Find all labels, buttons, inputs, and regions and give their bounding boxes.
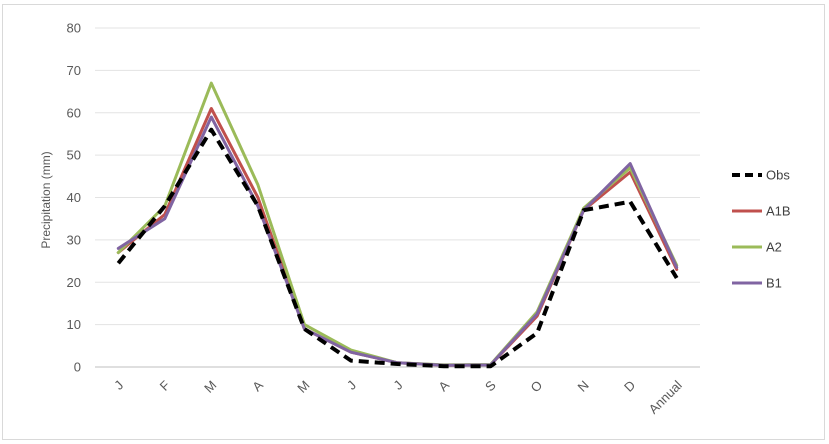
x-tick-label: M — [201, 378, 219, 396]
series-line-obs — [116, 127, 679, 369]
x-tick-label: J — [344, 378, 359, 393]
legend-label-b1: B1 — [766, 276, 782, 291]
y-tick-label: 70 — [67, 63, 81, 78]
y-tick-label: 80 — [67, 21, 81, 36]
x-tick-label: A — [435, 377, 452, 394]
series-layer — [116, 81, 679, 369]
y-tick-label: 60 — [67, 105, 81, 120]
y-tick-label: 40 — [67, 190, 81, 205]
series-line-a1b — [116, 107, 679, 367]
x-tick-label: F — [157, 377, 173, 393]
y-tick-label: 30 — [67, 232, 81, 247]
legend-label-a2: A2 — [766, 240, 782, 255]
x-tick-label: J — [390, 378, 405, 393]
x-axis-ticks: J F M A M J J A S O N D Annual — [111, 377, 685, 416]
x-tick-label: A — [249, 377, 266, 394]
legend-label-a1b: A1B — [766, 204, 791, 219]
y-axis-ticks: 0 10 20 30 40 50 60 70 80 — [67, 21, 81, 375]
y-axis-title: Precipitation (mm) — [39, 151, 53, 248]
series-line-a2 — [116, 81, 679, 367]
y-tick-label: 0 — [74, 360, 81, 375]
x-tick-label: Annual — [646, 377, 685, 416]
legend: Obs A1B A2 B1 — [732, 168, 791, 291]
y-tick-label: 20 — [67, 275, 81, 290]
grid-layer — [95, 27, 700, 368]
legend-label-obs: Obs — [766, 168, 790, 183]
x-tick-label: S — [482, 377, 499, 394]
y-tick-label: 50 — [67, 148, 81, 163]
x-tick-label: N — [575, 378, 592, 395]
x-tick-label: J — [111, 378, 126, 393]
y-tick-label: 10 — [67, 317, 81, 332]
x-tick-label: O — [527, 378, 545, 396]
series-line-b1 — [116, 115, 679, 367]
x-tick-label: M — [294, 378, 312, 396]
x-tick-label: D — [621, 378, 638, 395]
